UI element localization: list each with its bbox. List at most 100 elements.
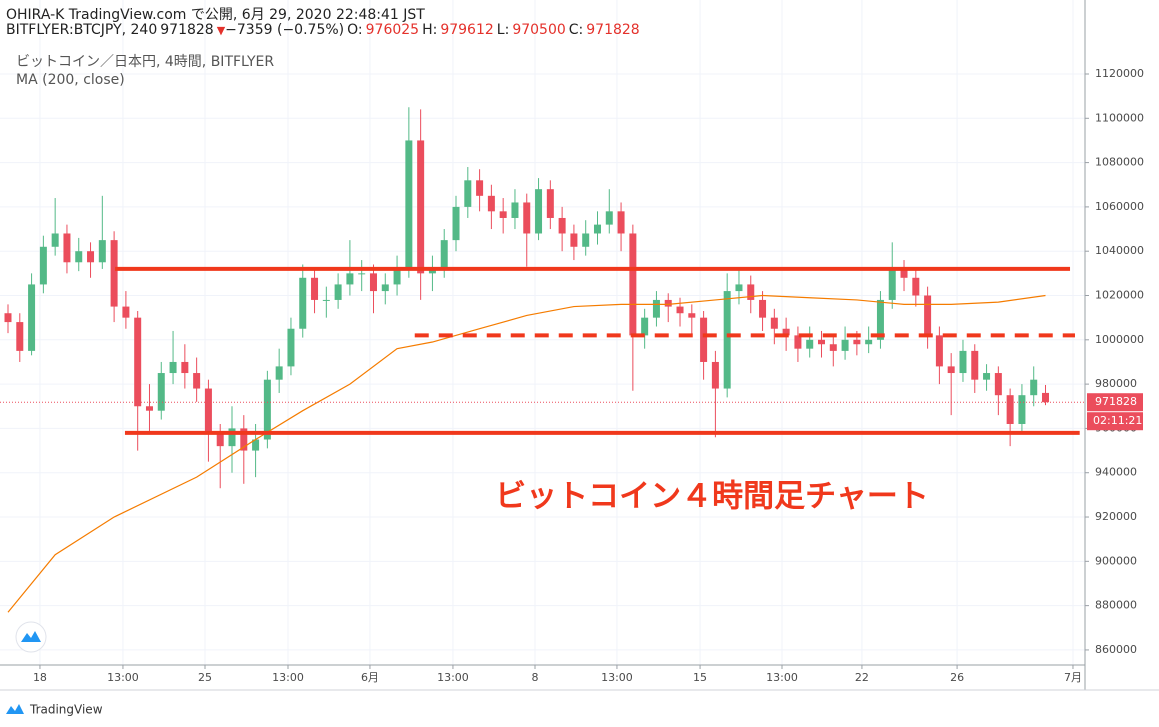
candle-body bbox=[747, 284, 755, 300]
x-tick-label: 18 bbox=[33, 671, 47, 684]
x-tick-label: 26 bbox=[950, 671, 964, 684]
ohlc-label: L: bbox=[496, 22, 510, 38]
candle-body bbox=[511, 202, 519, 218]
candle-body bbox=[629, 233, 637, 336]
candle-body bbox=[28, 284, 36, 351]
candle-body bbox=[193, 373, 201, 389]
candle-body bbox=[287, 328, 295, 367]
x-tick-label: 13:00 bbox=[272, 671, 304, 684]
candle-body bbox=[63, 233, 71, 263]
candle-body bbox=[700, 317, 708, 362]
candle-body bbox=[829, 344, 837, 351]
candle-body bbox=[110, 240, 118, 307]
y-tick-label: 900000 bbox=[1095, 554, 1137, 567]
candle-body bbox=[381, 284, 389, 292]
candle-body bbox=[228, 428, 236, 447]
marks bbox=[0, 107, 1085, 613]
candle-body bbox=[853, 339, 861, 345]
candle-body bbox=[87, 251, 95, 263]
candle-body bbox=[523, 202, 531, 234]
candle-body bbox=[275, 366, 283, 380]
candle-body bbox=[476, 180, 484, 196]
candle-body bbox=[676, 306, 684, 314]
candle-body bbox=[994, 373, 1002, 396]
y-tick-label: 920000 bbox=[1095, 510, 1137, 523]
candle-body bbox=[888, 268, 896, 300]
high-value: 979612 bbox=[440, 22, 494, 38]
candle-body bbox=[605, 211, 613, 225]
candle-body bbox=[641, 317, 649, 336]
candle-body bbox=[806, 339, 814, 349]
candle-body bbox=[924, 295, 932, 336]
candle-body bbox=[546, 189, 554, 218]
footer-brand: TradingView bbox=[29, 703, 103, 717]
candle-body bbox=[252, 439, 260, 451]
ohlc-label: C: bbox=[568, 22, 584, 38]
candle-body bbox=[417, 140, 425, 274]
candle-body bbox=[216, 432, 224, 447]
candle-body bbox=[181, 361, 189, 374]
candle-body bbox=[900, 268, 908, 278]
y-tick-label: 880000 bbox=[1095, 599, 1137, 612]
candle-body bbox=[75, 251, 83, 263]
candle-body bbox=[464, 180, 472, 207]
annotation: ビットコイン４時間足チャート bbox=[495, 479, 929, 515]
ma-line bbox=[7, 294, 1046, 613]
candle-body bbox=[617, 211, 625, 234]
candle-body bbox=[157, 373, 165, 411]
grid bbox=[0, 0, 1085, 665]
candle-body bbox=[535, 189, 543, 234]
y-tick-label: 1120000 bbox=[1095, 67, 1144, 80]
candle-body bbox=[817, 339, 825, 345]
ohlc-label: O: bbox=[347, 22, 363, 38]
x-tick-label: 13:00 bbox=[437, 671, 469, 684]
y-tick-label: 1100000 bbox=[1095, 111, 1144, 124]
candle-body bbox=[876, 299, 884, 340]
symbol: BITFLYER:BTCJPY, 240 bbox=[6, 22, 158, 38]
candle-body bbox=[263, 379, 271, 440]
candle-body bbox=[4, 313, 12, 323]
candle-body bbox=[405, 140, 413, 269]
candle-body bbox=[51, 233, 59, 247]
candle-body bbox=[39, 246, 47, 285]
x-tick-label: 15 bbox=[693, 671, 707, 684]
candle-body bbox=[759, 299, 767, 318]
candle-body bbox=[582, 233, 590, 247]
candle-body bbox=[971, 350, 979, 380]
candle-body bbox=[299, 277, 307, 329]
candle-body bbox=[723, 291, 731, 389]
candle-body bbox=[499, 211, 507, 218]
candle-body bbox=[98, 240, 106, 263]
candle-body bbox=[393, 268, 401, 285]
candle-body bbox=[452, 206, 460, 241]
candle-body bbox=[711, 361, 719, 389]
open-value: 976025 bbox=[365, 22, 420, 38]
x-tick-label: 8 bbox=[532, 671, 539, 684]
x-tick-label: 13:00 bbox=[107, 671, 139, 684]
tv-button-icon[interactable] bbox=[21, 631, 41, 642]
candle-body bbox=[664, 299, 672, 307]
candle-body bbox=[652, 299, 660, 318]
y-tick-label: 1000000 bbox=[1095, 333, 1144, 346]
legend-symbol: ビットコイン／日本円, 4時間, BITFLYER bbox=[16, 54, 274, 70]
candle-body bbox=[593, 224, 601, 234]
candle-body bbox=[358, 273, 366, 275]
x-tick-label: 7月 bbox=[1064, 671, 1082, 684]
candle-body bbox=[346, 273, 354, 285]
low-value: 970500 bbox=[512, 22, 566, 38]
y-tick-label: 1020000 bbox=[1095, 289, 1144, 302]
candle-body bbox=[1018, 395, 1026, 424]
candle-body bbox=[735, 284, 743, 292]
candle-body bbox=[428, 268, 436, 274]
x-tick-label: 6月 bbox=[361, 671, 379, 684]
candle-body bbox=[1042, 392, 1050, 403]
tv-button[interactable] bbox=[15, 621, 47, 653]
tv-button-circle[interactable] bbox=[15, 621, 47, 653]
candle-body bbox=[145, 406, 153, 411]
candle-body bbox=[935, 335, 943, 367]
candle-body bbox=[570, 233, 578, 247]
candle-body bbox=[770, 317, 778, 329]
candle-body bbox=[865, 339, 873, 345]
